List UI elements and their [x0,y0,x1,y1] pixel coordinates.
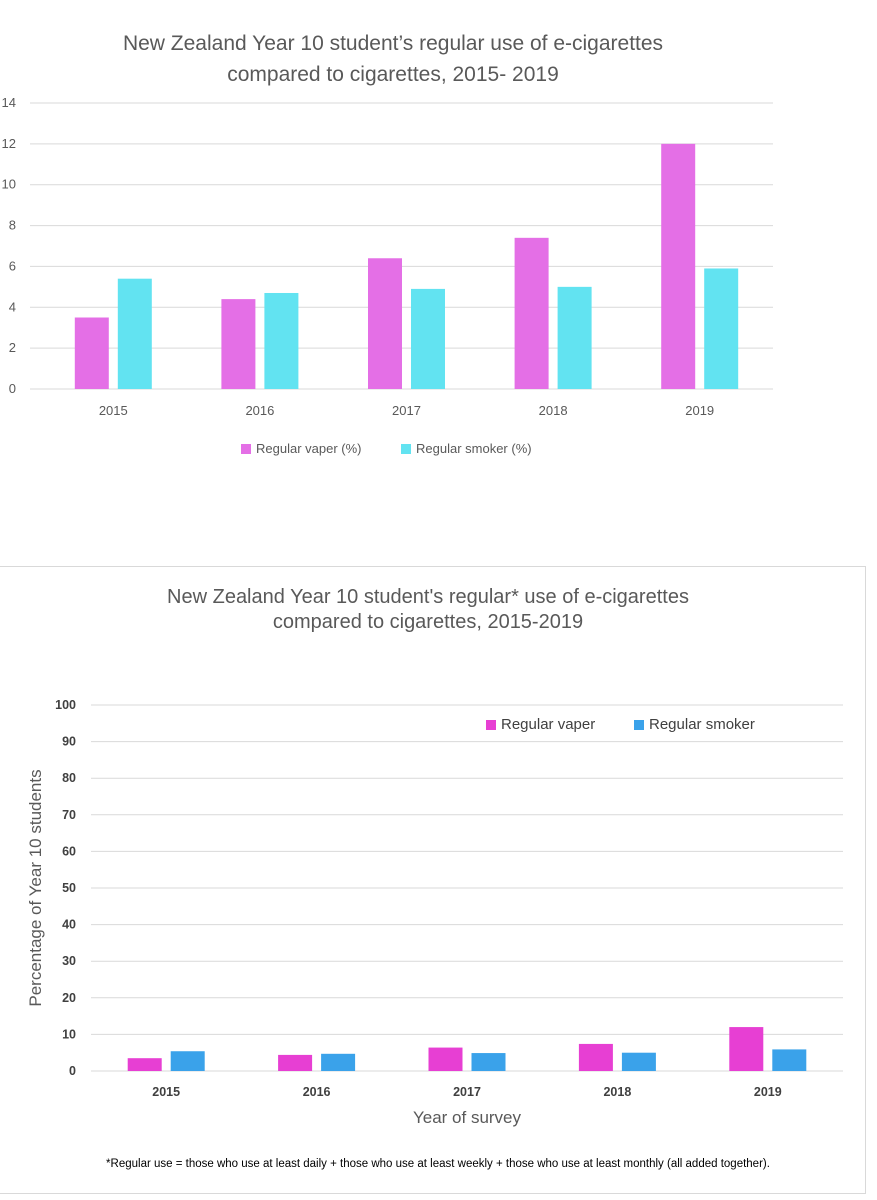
x-tick-label: 2019 [754,1085,782,1099]
y-tick-label: 10 [62,1027,76,1041]
legend-label: Regular vaper (%) [256,441,362,456]
footnote: *Regular use = those who use at least da… [106,1158,770,1170]
bar-vaper-2017 [368,258,402,389]
legend-label: Regular vaper [501,716,595,733]
chart-title: New Zealand Year 10 student's regular* u… [167,586,689,608]
y-tick-label: 8 [9,218,16,233]
y-tick-label: 70 [62,808,76,822]
bar-smoker-2019 [772,1049,807,1071]
bar-vaper-2015 [127,1058,162,1071]
legend-label: Regular smoker [649,716,755,733]
bar-smoker-2015 [117,278,152,389]
bar-smoker-2018 [621,1052,656,1071]
x-tick-label: 2015 [99,403,128,418]
bar-smoker-2018 [557,286,592,389]
y-tick-label: 100 [55,698,76,712]
y-tick-label: 6 [9,258,16,273]
y-axis-label: Percentage of Year 10 students [26,769,45,1006]
x-tick-label: 2015 [152,1085,180,1099]
chart-title: New Zealand Year 10 student’s regular us… [123,32,663,55]
bar-smoker-2017 [411,288,445,389]
y-tick-label: 12 [2,136,16,151]
bar-smoker-2015 [170,1051,205,1071]
y-tick-label: 14 [2,95,16,110]
chart-1: New Zealand Year 10 student’s regular us… [2,32,773,456]
y-tick-label: 2 [9,340,16,355]
x-tick-label: 2016 [245,403,274,418]
chart-subtitle: compared to cigarettes, 2015-2019 [273,611,583,633]
bar-vaper-2019 [729,1027,764,1071]
y-tick-label: 80 [62,771,76,785]
bar-vaper-2018 [514,237,549,389]
y-tick-label: 30 [62,954,76,968]
bar-smoker-2016 [321,1053,356,1071]
bar-vaper-2016 [221,299,256,389]
y-tick-label: 40 [62,918,76,932]
bar-vaper-2018 [578,1043,613,1071]
x-tick-label: 2018 [539,403,568,418]
x-tick-label: 2019 [685,403,714,418]
legend-swatch [401,444,411,454]
y-tick-label: 0 [69,1064,76,1078]
y-tick-label: 0 [9,381,16,396]
bar-vaper-2019 [661,143,696,389]
y-tick-label: 10 [2,177,16,192]
x-axis-label: Year of survey [413,1108,522,1127]
legend-swatch [241,444,251,454]
chart-subtitle: compared to cigarettes, 2015- 2019 [227,63,559,86]
y-tick-label: 50 [62,881,76,895]
x-tick-label: 2017 [453,1085,481,1099]
chart-2: New Zealand Year 10 student's regular* u… [26,586,843,1170]
bar-vaper-2016 [278,1054,313,1071]
chart-2-frame [0,566,866,1194]
legend-swatch [634,720,644,730]
x-tick-label: 2017 [392,403,421,418]
x-tick-label: 2018 [603,1085,631,1099]
y-tick-label: 20 [62,991,76,1005]
y-tick-label: 4 [9,299,16,314]
bar-smoker-2017 [471,1053,506,1071]
bar-smoker-2019 [704,268,739,389]
y-tick-label: 90 [62,735,76,749]
bar-vaper-2015 [74,317,109,389]
x-tick-label: 2016 [303,1085,331,1099]
legend-swatch [486,720,496,730]
legend-label: Regular smoker (%) [416,441,532,456]
bar-vaper-2017 [428,1047,463,1071]
bar-smoker-2016 [264,292,299,389]
y-tick-label: 60 [62,844,76,858]
